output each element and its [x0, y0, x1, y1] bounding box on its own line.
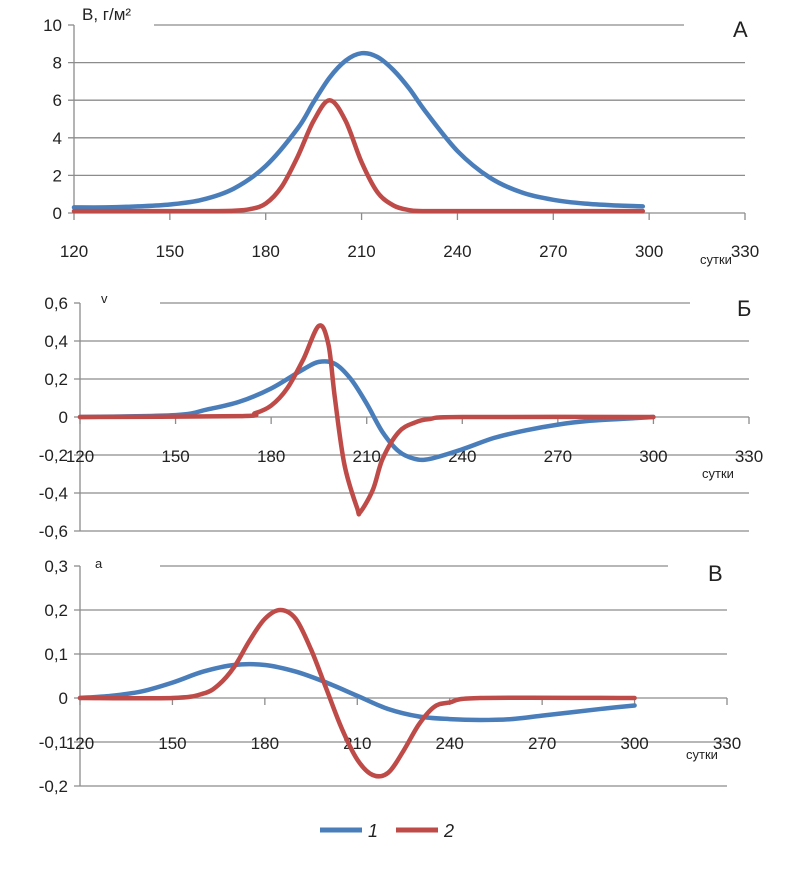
panel-label: Б	[737, 296, 751, 321]
series-2-line	[71, 97, 646, 214]
y-tick-label: 4	[53, 129, 62, 148]
legend-label-2: 2	[443, 821, 454, 841]
y-tick-label: 0,2	[44, 601, 68, 620]
x-axis-label: сутки	[702, 466, 734, 481]
y-tick-label: 8	[53, 54, 62, 73]
x-tick-label: 150	[161, 447, 189, 466]
y-tick-label: 0,4	[44, 332, 68, 351]
series-2-line	[77, 323, 656, 517]
x-tick-label: 330	[713, 734, 741, 753]
x-tick-label: 330	[735, 447, 763, 466]
y-tick-label: -0,1	[39, 733, 68, 752]
x-tick-label: 180	[252, 242, 280, 261]
y-tick-label: 0	[59, 408, 68, 427]
y-tick-label: 2	[53, 166, 62, 185]
x-tick-label: 300	[635, 242, 663, 261]
y-tick-label: 0,2	[44, 370, 68, 389]
y-tick-label: -0,2	[39, 446, 68, 465]
y-tick-label: -0,4	[39, 484, 68, 503]
panel-label: В	[708, 561, 723, 586]
y-tick-label: 10	[43, 16, 62, 35]
x-tick-label: 270	[528, 734, 556, 753]
y-tick-label: 0,1	[44, 645, 68, 664]
series-1-line	[77, 661, 637, 723]
panel-1: 0 2 4 6 8 10 120 150 180 210 240 270 300 330 В, г/м² су…	[43, 5, 759, 267]
y-axis-label: v	[101, 291, 108, 306]
y-tick-label: 0	[59, 689, 68, 708]
x-tick-label: 180	[251, 734, 279, 753]
series-1-line	[77, 359, 656, 463]
y-axis-label: В, г/м²	[82, 5, 131, 24]
y-axis-label: a	[95, 556, 103, 571]
x-tick-label: 120	[66, 734, 94, 753]
x-tick-label: 300	[620, 734, 648, 753]
panel-label: А	[733, 17, 748, 42]
y-tick-label: 0	[53, 204, 62, 223]
x-tick-label: 180	[257, 447, 285, 466]
y-tick-label: -0,6	[39, 522, 68, 541]
y-tick-label: -0,2	[39, 777, 68, 796]
x-tick-label: 120	[66, 447, 94, 466]
x-tick-label: 150	[156, 242, 184, 261]
x-tick-label: 270	[544, 447, 572, 466]
x-tick-label: 150	[158, 734, 186, 753]
legend-label-1: 1	[368, 821, 378, 841]
x-tick-label: 330	[731, 242, 759, 261]
x-tick-label: 240	[436, 734, 464, 753]
y-tick-label: 0,6	[44, 294, 68, 313]
series-2-line	[77, 607, 637, 779]
x-tick-label: 270	[539, 242, 567, 261]
x-tick-label: 120	[60, 242, 88, 261]
x-axis-label: сутки	[686, 747, 718, 762]
x-axis-label: сутки	[700, 252, 732, 267]
x-tick-label: 210	[353, 447, 381, 466]
series-1-line	[71, 50, 646, 210]
x-tick-label: 300	[639, 447, 667, 466]
x-tick-label: 240	[443, 242, 471, 261]
x-tick-label: 210	[347, 242, 375, 261]
y-tick-label: 0,3	[44, 557, 68, 576]
y-tick-label: 6	[53, 91, 62, 110]
